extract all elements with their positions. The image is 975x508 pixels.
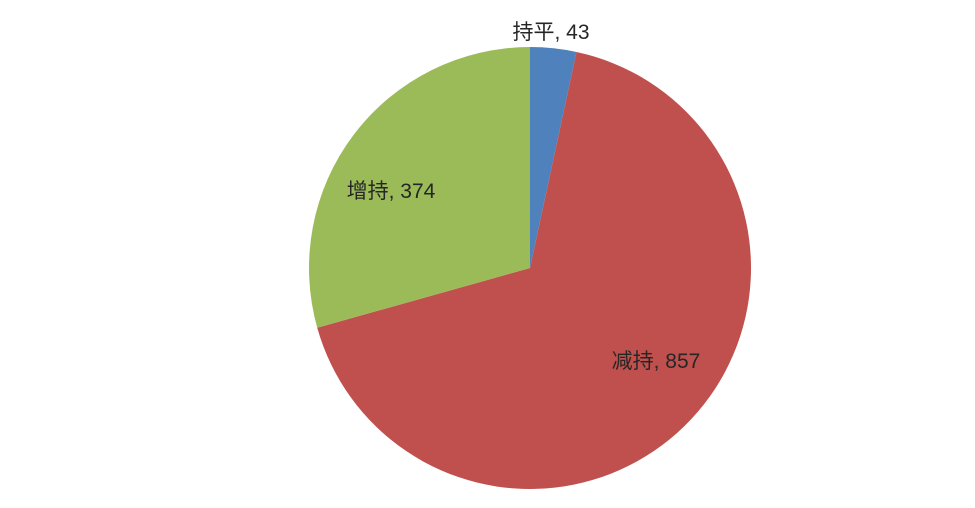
slice-label-increase: 增持, 374 xyxy=(347,180,436,203)
slice-label-reduce: 减持, 857 xyxy=(612,350,701,373)
pie-slice-hold xyxy=(530,47,577,268)
pie-slice-increase xyxy=(309,47,530,328)
pie-slice-reduce xyxy=(317,51,752,489)
slice-label-hold: 持平, 43 xyxy=(512,21,589,44)
